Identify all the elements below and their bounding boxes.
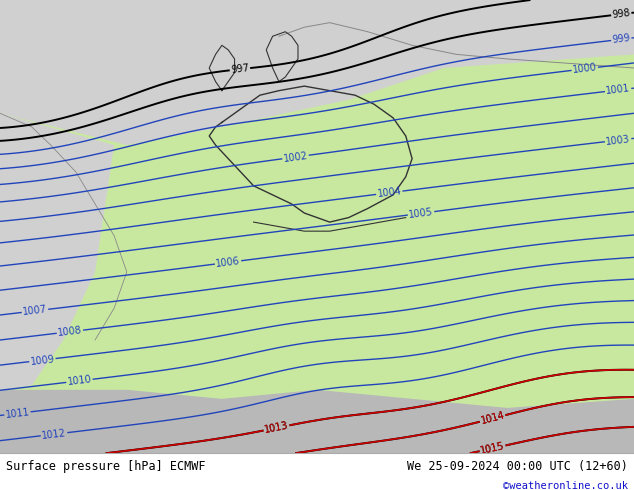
Text: 1008: 1008 (57, 325, 82, 338)
Text: ©weatheronline.co.uk: ©weatheronline.co.uk (503, 481, 628, 490)
Text: 1014: 1014 (479, 411, 506, 426)
Text: 1010: 1010 (67, 374, 92, 387)
Text: 1002: 1002 (283, 150, 308, 164)
Text: 1005: 1005 (408, 207, 434, 220)
Text: 1014: 1014 (479, 411, 506, 426)
Text: 1012: 1012 (41, 428, 67, 441)
Text: Surface pressure [hPa] ECMWF: Surface pressure [hPa] ECMWF (6, 460, 206, 473)
Text: 1013: 1013 (264, 420, 290, 435)
Polygon shape (0, 113, 114, 390)
Text: 1013: 1013 (264, 420, 290, 435)
Text: 1000: 1000 (572, 62, 597, 75)
Text: 1003: 1003 (605, 134, 631, 147)
Polygon shape (0, 0, 634, 145)
Text: 1007: 1007 (22, 304, 48, 318)
Text: 1015: 1015 (479, 441, 506, 456)
Text: 1015: 1015 (479, 441, 506, 456)
Text: We 25-09-2024 00:00 UTC (12+60): We 25-09-2024 00:00 UTC (12+60) (407, 460, 628, 473)
Polygon shape (0, 390, 634, 453)
Text: 1011: 1011 (4, 407, 30, 420)
Text: 1009: 1009 (30, 354, 55, 367)
Text: 997: 997 (230, 63, 250, 75)
Text: 999: 999 (612, 33, 631, 46)
Text: 998: 998 (612, 8, 631, 20)
Text: 1006: 1006 (216, 256, 241, 269)
Text: 1004: 1004 (377, 186, 402, 199)
Text: 1001: 1001 (605, 84, 631, 97)
